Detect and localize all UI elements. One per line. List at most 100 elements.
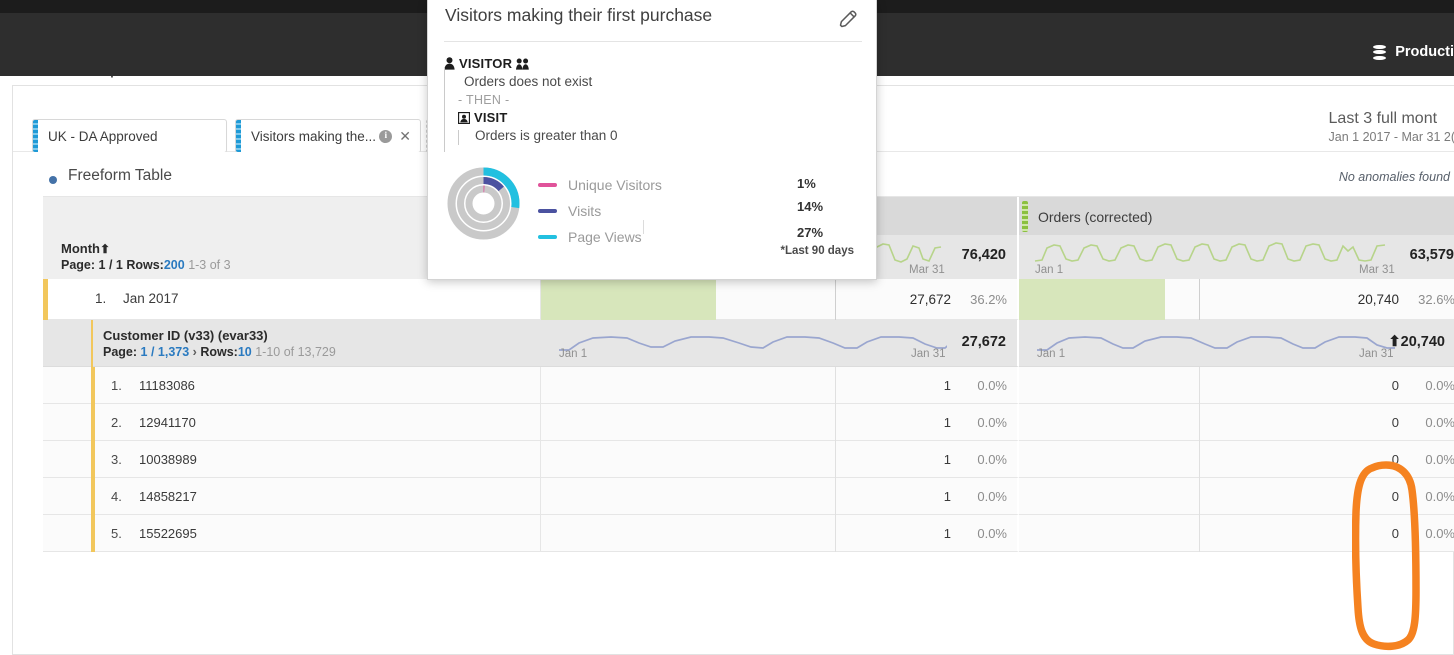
info-icon[interactable]: i xyxy=(379,129,393,143)
row-label[interactable]: 15522695 xyxy=(139,526,197,541)
rows-link[interactable]: 200 xyxy=(163,258,185,272)
cell-orders-corrected[interactable]: 0 0.0% xyxy=(1019,367,1454,404)
cell-percent: 0.0% xyxy=(1425,488,1454,504)
sort-asc-icon[interactable]: ⬆ xyxy=(99,242,111,256)
cell-percent: 0.0% xyxy=(1425,377,1454,393)
table-row[interactable]: 4. 14858217 1 0.0% 0 0.0% xyxy=(43,478,1454,515)
total-cell-orders-corrected: Jan 1 Mar 31 63,579 xyxy=(1019,235,1454,279)
sparkline-end-label: Jan 31 xyxy=(911,348,946,360)
viz-title[interactable]: Freeform Table xyxy=(68,167,172,184)
row-dimension-cell[interactable]: 3. 10038989 xyxy=(43,441,541,478)
column-divider xyxy=(835,404,836,441)
value-bar xyxy=(541,279,716,320)
row-color-bar xyxy=(91,515,95,552)
row-dimension-cell[interactable]: 1. 11183086 xyxy=(43,367,541,404)
page-value[interactable]: 1 / 1,373 xyxy=(140,345,190,359)
legend-label: Visits xyxy=(568,202,602,219)
cell-orders-corrected[interactable]: 0 0.0% xyxy=(1019,515,1454,552)
column-divider xyxy=(835,515,836,552)
product-selector[interactable]: Producti xyxy=(1373,44,1454,60)
column-divider xyxy=(835,367,836,404)
legend-item: Page Views xyxy=(538,225,662,248)
close-icon[interactable]: ✕ xyxy=(399,128,411,144)
people-icon xyxy=(516,56,529,71)
segment-pill-visitors-first-purchase[interactable]: Visitors making the... i ✕ xyxy=(235,119,421,153)
table-row[interactable]: 5. 15522695 1 0.0% 0 0.0% xyxy=(43,515,1454,552)
column-divider xyxy=(1199,279,1200,320)
row-color-bar xyxy=(91,367,95,404)
legend-label: Page Views xyxy=(568,228,642,245)
cell-unique-visitors[interactable]: 1 0.0% xyxy=(541,441,1019,478)
breakdown-total-unique-visitors: Jan 1 Jan 31 27,672 xyxy=(541,320,1019,367)
row-color-bar xyxy=(91,404,95,441)
cell-percent: 0.0% xyxy=(977,525,1007,541)
table-row-month[interactable]: 1. Jan 2017 27,672 36.2% 20,740 32.6% xyxy=(43,279,1454,320)
visit-icon xyxy=(457,110,471,125)
total-value-orders-corrected: 63,579 xyxy=(1409,247,1454,263)
legend-percent-page-views: 27% xyxy=(797,225,824,240)
cell-value: 1 xyxy=(943,377,951,393)
rows-link[interactable]: 10 xyxy=(237,345,252,359)
row-label[interactable]: 10038989 xyxy=(139,452,197,467)
dimension-name: Month⬆ xyxy=(61,241,111,256)
row-range: 1-3 of 3 xyxy=(188,258,231,272)
row-rank: 1. xyxy=(111,378,122,393)
viz-status-dot-icon xyxy=(49,176,57,184)
metric-grip-icon[interactable] xyxy=(1022,201,1028,232)
cell-unique-visitors[interactable]: 1 0.0% xyxy=(541,478,1019,515)
legend-percent-unique-visitors: 1% xyxy=(797,176,816,191)
segment-definition: VISITOR Orders does not exist - THEN - xyxy=(444,56,864,152)
database-icon xyxy=(1373,44,1387,60)
table-row[interactable]: 1. 11183086 1 0.0% 0 0.0% xyxy=(43,367,1454,404)
row-rank: 1. xyxy=(95,291,107,306)
cell-value: 1 xyxy=(943,451,951,467)
cell-orders-corrected[interactable]: 0 0.0% xyxy=(1019,404,1454,441)
cell-orders-corrected[interactable]: 0 0.0% xyxy=(1019,478,1454,515)
drag-grip-icon[interactable] xyxy=(33,120,38,152)
date-range-selector[interactable]: Last 3 full mont Jan 1 2017 - Mar 31 2( xyxy=(1329,110,1454,144)
cell-percent: 0.0% xyxy=(1425,414,1454,430)
row-label[interactable]: Jan 2017 xyxy=(123,291,179,306)
table-row[interactable]: 3. 10038989 1 0.0% 0 0.0% xyxy=(43,441,1454,478)
cell-value: 1 xyxy=(943,488,951,504)
breakdown-dimension-cell[interactable]: Customer ID (v33) (evar33) Page: 1 / 1,3… xyxy=(43,320,541,367)
cell-month-orders-corrected[interactable]: 20,740 32.6% xyxy=(1019,279,1454,320)
cell-month-unique-visitors[interactable]: 27,672 36.2% xyxy=(541,279,1019,320)
cell-unique-visitors[interactable]: 1 0.0% xyxy=(541,515,1019,552)
cell-orders-corrected[interactable]: 0 0.0% xyxy=(1019,441,1454,478)
row-label[interactable]: 11183086 xyxy=(139,378,195,393)
cell-value: 0 xyxy=(1391,525,1399,541)
legend-tick xyxy=(643,220,644,234)
row-dimension-cell[interactable]: 5. 15522695 xyxy=(43,515,541,552)
table-row[interactable]: 2. 12941170 1 0.0% 0 0.0% xyxy=(43,404,1454,441)
cell-percent: 0.0% xyxy=(1425,525,1454,541)
date-range-dates: Jan 1 2017 - Mar 31 2( xyxy=(1328,130,1454,144)
row-dimension-cell[interactable]: 1. Jan 2017 xyxy=(43,279,541,320)
table-detail-rows: 1. 11183086 1 0.0% 0 0.0% 2. 12941170 1 0.0% 0 0.0%… xyxy=(43,367,1454,552)
legend-swatch-unique-visitors xyxy=(538,182,557,187)
breakdown-value-orders-corrected: ⬆20,740 xyxy=(1388,334,1445,350)
column-divider xyxy=(835,441,836,478)
cell-percent: 32.6% xyxy=(1418,291,1454,307)
pencil-icon[interactable] xyxy=(837,8,859,30)
row-rank: 3. xyxy=(111,452,122,467)
drag-grip-icon[interactable] xyxy=(236,120,241,152)
column-divider xyxy=(1199,367,1200,404)
cell-percent: 0.0% xyxy=(977,414,1007,430)
segment-pill-uk-da-approved[interactable]: UK - DA Approved xyxy=(32,119,227,153)
chevron-right-icon[interactable]: › xyxy=(192,345,197,359)
sparkline-start-label: Jan 1 xyxy=(1035,264,1064,276)
row-color-bar xyxy=(43,279,48,320)
row-label[interactable]: 12941170 xyxy=(139,415,196,430)
column-divider xyxy=(835,478,836,515)
segment-label: UK - DA Approved xyxy=(48,128,158,144)
row-color-bar xyxy=(91,478,95,515)
row-dimension-cell[interactable]: 4. 14858217 xyxy=(43,478,541,515)
cell-unique-visitors[interactable]: 1 0.0% xyxy=(541,367,1019,404)
column-header-orders-corrected[interactable]: Orders (corrected) xyxy=(1019,197,1454,236)
sparkline-orders-corrected xyxy=(1034,242,1386,262)
legend-percent-visits: 14% xyxy=(797,199,824,214)
row-dimension-cell[interactable]: 2. 12941170 xyxy=(43,404,541,441)
cell-unique-visitors[interactable]: 1 0.0% xyxy=(541,404,1019,441)
row-label[interactable]: 14858217 xyxy=(139,489,197,504)
